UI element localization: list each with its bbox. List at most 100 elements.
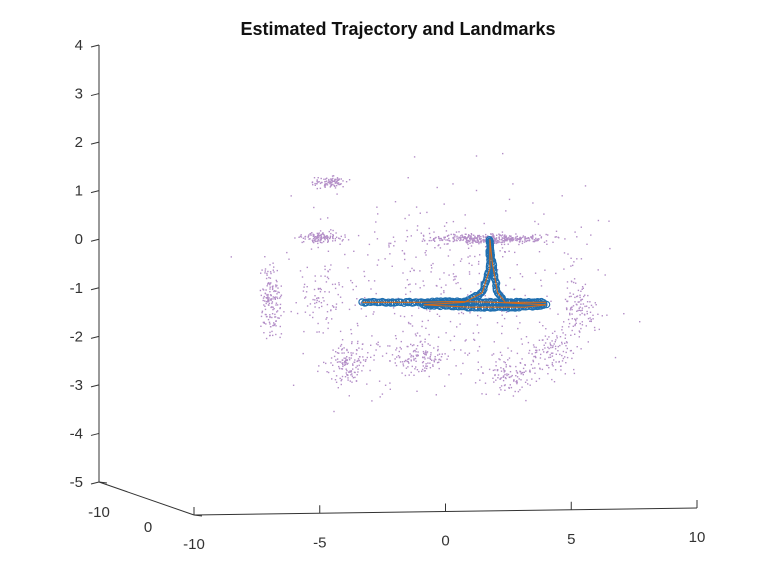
landmark-point (344, 236, 346, 238)
landmark-point (570, 265, 572, 267)
landmark-point (412, 350, 415, 353)
landmark-point (267, 299, 269, 302)
landmark-point (550, 300, 552, 302)
landmark-point (414, 368, 416, 370)
landmark-point (495, 365, 497, 367)
landmark-point (265, 302, 267, 305)
landmark-point (639, 321, 641, 323)
landmark-point (368, 243, 371, 246)
landmark-point (478, 241, 480, 244)
landmark-point (259, 289, 262, 292)
landmark-point (589, 301, 591, 303)
landmark-point (327, 371, 330, 374)
landmark-point (470, 233, 473, 235)
landmark-point (548, 367, 550, 369)
landmark-point (300, 236, 303, 238)
landmark-point (524, 294, 526, 297)
landmark-point (477, 240, 479, 242)
landmark-point (528, 349, 531, 352)
landmark-point (357, 360, 359, 362)
landmark-point (313, 241, 315, 244)
landmark-point (337, 347, 340, 349)
landmark-point (469, 255, 471, 257)
landmark-point (502, 152, 504, 155)
landmark-point (264, 268, 267, 270)
landmark-point (496, 234, 498, 236)
landmark-point (373, 280, 376, 282)
landmark-point (449, 339, 452, 342)
landmark-point (316, 183, 318, 185)
landmark-point (528, 352, 530, 354)
landmark-point (260, 294, 262, 297)
landmark-point (268, 304, 270, 306)
landmark-point (316, 179, 318, 181)
landmark-point (561, 354, 563, 357)
chart-title: Estimated Trajectory and Landmarks (240, 19, 555, 39)
landmark-point (548, 356, 550, 359)
landmark-point (326, 237, 329, 239)
landmark-point (468, 240, 471, 242)
landmark-point (516, 382, 518, 385)
landmark-point (498, 358, 500, 360)
landmark-point (566, 342, 568, 344)
landmark-point (265, 289, 267, 291)
landmark-point (544, 342, 547, 344)
landmark-point (507, 373, 510, 376)
landmark-point (512, 395, 515, 397)
landmark-point (368, 280, 370, 282)
landmark-point (270, 298, 272, 300)
landmark-point (312, 311, 314, 314)
landmark-point (443, 238, 445, 240)
landmark-point (395, 364, 398, 367)
landmark-point (504, 236, 507, 239)
landmark-point (433, 239, 435, 241)
landmark-point (332, 364, 334, 366)
landmark-point (329, 236, 331, 239)
landmark-point (305, 291, 308, 293)
landmark-point (569, 350, 572, 352)
landmark-point (351, 282, 354, 284)
landmark-point (438, 353, 441, 355)
landmark-point (572, 305, 575, 307)
landmark-point (440, 359, 442, 361)
landmark-point (587, 341, 589, 343)
landmark-point (498, 234, 501, 236)
landmark-point (498, 393, 500, 396)
landmark-point (317, 322, 319, 325)
landmark-point (273, 290, 275, 293)
landmark-point (425, 365, 427, 367)
landmark-point (320, 302, 323, 304)
landmark-point (273, 271, 275, 273)
landmark-point (333, 180, 336, 182)
landmark-point (460, 239, 462, 241)
landmark-point (324, 239, 326, 241)
landmark-point (330, 309, 332, 311)
landmark-point (399, 346, 401, 349)
landmark-point (317, 177, 319, 179)
landmark-point (590, 318, 592, 321)
landmark-point (319, 182, 322, 185)
landmark-point (415, 335, 417, 337)
landmark-point (394, 335, 397, 337)
landmark-point (323, 361, 325, 364)
landmark-point (479, 317, 482, 319)
landmark-point (584, 314, 586, 316)
landmark-point (318, 300, 320, 303)
landmark-point (578, 301, 580, 303)
landmark-point (597, 219, 600, 222)
z-tick-mark (90, 190, 100, 194)
landmark-point (512, 239, 514, 242)
landmark-point (478, 308, 481, 311)
landmark-point (332, 235, 334, 237)
landmark-point (263, 295, 265, 298)
landmark-point (518, 240, 521, 242)
x-tick-label: 0 (441, 533, 449, 550)
landmark-point (267, 270, 269, 273)
landmark-point (347, 239, 350, 241)
landmark-point (493, 240, 496, 243)
landmark-point (267, 298, 269, 300)
landmark-point (269, 331, 271, 334)
landmark-point (394, 240, 396, 243)
landmark-point (590, 304, 593, 307)
landmark-point (314, 275, 316, 277)
